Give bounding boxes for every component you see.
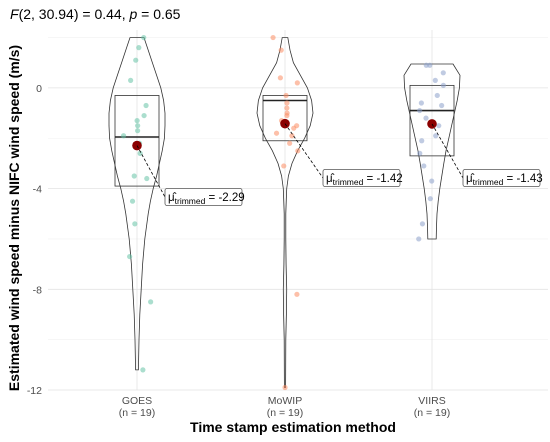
y-tick-label: -8 xyxy=(33,284,42,296)
data-point xyxy=(141,112,147,119)
y-tick-label: -4 xyxy=(33,184,42,196)
data-point xyxy=(131,173,137,179)
data-point xyxy=(289,133,295,139)
data-point xyxy=(284,112,290,119)
data-point xyxy=(433,133,439,139)
data-point xyxy=(294,291,300,297)
y-tick-label: -12 xyxy=(27,385,42,397)
box-goes xyxy=(114,95,160,187)
data-point xyxy=(270,34,276,41)
data-point xyxy=(440,82,446,88)
x-tick-sample-size: (n = 19) xyxy=(119,407,155,419)
x-tick-label: GOES xyxy=(122,395,152,407)
data-point xyxy=(418,100,424,106)
box-viirs xyxy=(409,84,455,157)
trimmed-mean-label: μ̂trimmed = -1.42 xyxy=(326,173,403,187)
y-tick-label: 0 xyxy=(36,83,42,95)
data-point xyxy=(281,163,287,169)
gridlines xyxy=(48,30,548,391)
data-point xyxy=(423,115,429,121)
data-point xyxy=(416,236,422,242)
data-point xyxy=(282,384,288,391)
x-tick-sample-size: (n = 19) xyxy=(414,407,450,419)
data-point xyxy=(135,123,141,129)
data-point xyxy=(143,102,149,109)
data-point xyxy=(277,75,283,81)
violins xyxy=(108,37,461,388)
x-tick-label: MoWIP xyxy=(268,395,302,407)
data-point xyxy=(294,80,300,86)
data-point xyxy=(284,100,290,106)
data-point xyxy=(417,107,423,114)
data-point xyxy=(283,92,289,99)
data-point xyxy=(132,221,138,227)
data-point xyxy=(273,130,280,136)
violin-goes xyxy=(108,37,166,371)
trimmed-mean-label: μ̂trimmed = -2.29 xyxy=(168,192,245,206)
annotation-box xyxy=(462,169,541,187)
data-point xyxy=(417,150,423,156)
trimmed-mean-label: μ̂trimmed = -1.43 xyxy=(466,173,543,187)
trimmed-mean-annotations: μ̂trimmed = -2.29 μ̂trimmed = -1.42 μ̂trim… xyxy=(136,123,543,206)
data-point xyxy=(135,128,141,134)
data-point xyxy=(419,221,426,227)
annotation-connector xyxy=(284,123,324,179)
data-point xyxy=(419,138,425,144)
data-point xyxy=(421,163,427,169)
data-point xyxy=(137,150,143,156)
annotation-box xyxy=(164,188,243,206)
data-point xyxy=(284,105,290,111)
data-point xyxy=(440,70,446,76)
x-tick-label: VIIRS xyxy=(418,395,445,407)
trimmed-mean-marker xyxy=(280,118,290,129)
data-point xyxy=(291,125,297,131)
data-point xyxy=(436,123,442,129)
data-point xyxy=(278,47,284,53)
data-point xyxy=(439,102,445,109)
data-point xyxy=(432,77,438,83)
data-point xyxy=(127,253,133,260)
plot-title: F(2, 30.94) = 0.44, p = 0.65 xyxy=(10,6,181,22)
data-point xyxy=(144,175,150,182)
data-point xyxy=(423,62,429,68)
data-point xyxy=(427,196,433,202)
data-point xyxy=(429,178,435,184)
x-axis-title: Time stamp estimation method xyxy=(190,419,396,435)
annotation-connector xyxy=(431,123,464,179)
y-axis-title: Estimated wind speed minus NIFC wind spe… xyxy=(6,45,22,391)
data-point xyxy=(148,299,154,305)
boxplots xyxy=(114,84,455,187)
data-point xyxy=(141,34,147,41)
data-point xyxy=(434,92,440,99)
annotation-box xyxy=(322,169,401,187)
data-point xyxy=(133,57,139,63)
data-point xyxy=(128,77,134,83)
data-point xyxy=(295,148,301,154)
data-point xyxy=(134,118,140,124)
x-tick-sample-size: (n = 19) xyxy=(267,407,303,419)
data-point xyxy=(136,45,142,51)
data-point xyxy=(129,198,136,204)
data-point xyxy=(287,140,293,146)
data-point xyxy=(120,133,127,139)
data-point xyxy=(140,367,146,373)
